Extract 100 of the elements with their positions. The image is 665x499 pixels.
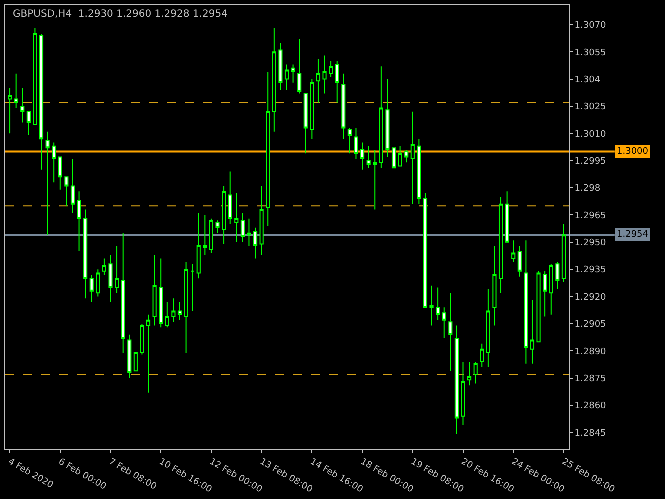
candlestick <box>134 352 138 372</box>
candlestick <box>468 362 472 386</box>
y-tick-label: 1.2935 <box>574 266 606 276</box>
chart-title: GBPUSD,H4 1.2930 1.2960 1.2928 1.2954 <box>13 9 228 20</box>
candlestick <box>165 302 170 328</box>
candlestick <box>454 325 459 435</box>
candlestick <box>549 264 554 316</box>
candlestick <box>410 111 415 205</box>
y-tick-label: 1.298 <box>574 184 601 194</box>
ref-line-label: 1.2954 <box>617 230 649 240</box>
y-tick-label: 1.3025 <box>574 102 606 113</box>
candlestick <box>140 323 144 356</box>
candlestick <box>278 42 283 91</box>
candlestick <box>398 146 402 167</box>
candlestick <box>310 78 314 140</box>
candlestick <box>203 214 208 256</box>
candlestick <box>196 212 201 280</box>
y-tick-label: 1.2950 <box>574 238 607 249</box>
y-tick-label: 1.3070 <box>574 21 607 32</box>
candlestick <box>373 149 378 210</box>
candlestick <box>436 287 440 321</box>
candlestick <box>152 254 157 326</box>
candlestick <box>492 246 497 326</box>
candlestick <box>304 93 308 154</box>
candlestick <box>184 262 188 354</box>
candlestick <box>108 254 113 303</box>
candlestick <box>20 88 25 124</box>
candlestick <box>530 300 535 364</box>
candlestick <box>39 34 44 170</box>
candlestick <box>52 142 56 184</box>
candlestick <box>266 72 270 227</box>
candlestick <box>33 28 38 126</box>
candlestick <box>379 66 384 169</box>
candlestick <box>58 156 62 190</box>
y-tick-label: 1.2875 <box>574 374 606 384</box>
candlestick <box>524 240 528 364</box>
candlestick <box>298 38 302 94</box>
candlestick <box>322 55 327 94</box>
candlestick <box>486 289 490 368</box>
candlestick <box>512 240 516 263</box>
candlestick <box>366 146 371 169</box>
candlestick <box>96 269 100 298</box>
candlestick <box>115 246 120 294</box>
y-tick-label: 1.2965 <box>574 211 606 222</box>
candlestick <box>284 64 290 91</box>
candlestick <box>90 274 94 303</box>
y-tick-label: 1.2920 <box>574 292 607 303</box>
candlestick <box>247 218 252 247</box>
candlestick <box>14 73 18 109</box>
candlestick <box>291 64 296 84</box>
candlestick <box>216 220 220 234</box>
candlestick <box>77 191 82 252</box>
candlestick <box>26 111 31 136</box>
candlestick <box>222 186 226 245</box>
y-tick-label: 1.2890 <box>574 347 607 358</box>
y-tick-label: 1.2845 <box>574 428 606 439</box>
candlestick <box>329 60 334 78</box>
candlestick <box>392 148 396 169</box>
candlestick <box>417 138 422 205</box>
y-tick-label: 1.2860 <box>574 402 607 412</box>
y-tick-label: 1.3010 <box>574 130 607 140</box>
candlestick <box>172 298 176 323</box>
candlestick <box>8 88 12 134</box>
candlestick <box>556 262 560 290</box>
candlestick <box>404 149 409 164</box>
candlestick <box>518 246 522 278</box>
y-tick-label: 1.2905 <box>574 320 606 330</box>
candlestick <box>360 142 365 170</box>
candlestick <box>102 258 106 276</box>
candlestick <box>543 270 548 318</box>
candlestick <box>240 212 245 243</box>
candlestick <box>272 28 276 132</box>
candlestick <box>386 78 390 158</box>
candlestick <box>354 128 358 160</box>
y-tick-label: 1.304 <box>574 75 601 86</box>
candlestick <box>190 264 195 312</box>
candlestick <box>159 258 164 328</box>
candlestick <box>228 171 232 225</box>
candlestick <box>442 307 446 339</box>
candlestick <box>316 58 321 104</box>
candlestick <box>234 192 239 243</box>
candlestick <box>498 196 504 294</box>
candlestick <box>128 334 132 379</box>
candlestick <box>348 128 352 154</box>
candlestick <box>480 343 484 368</box>
candlestick <box>70 158 76 214</box>
ref-line-label: 1.3000 <box>617 147 649 157</box>
candlestick <box>448 292 453 372</box>
candlestick <box>146 314 151 394</box>
candlestick <box>562 224 566 283</box>
candlestick <box>461 362 466 426</box>
candlestick <box>536 270 541 343</box>
candlestick <box>64 176 69 207</box>
candlestick <box>253 227 258 260</box>
y-tick-label: 1.3055 <box>574 48 606 58</box>
candlestick <box>209 218 214 254</box>
candlestick <box>335 60 340 104</box>
candlestick <box>474 362 478 384</box>
candlestick <box>84 209 88 300</box>
candlestick <box>430 285 434 326</box>
